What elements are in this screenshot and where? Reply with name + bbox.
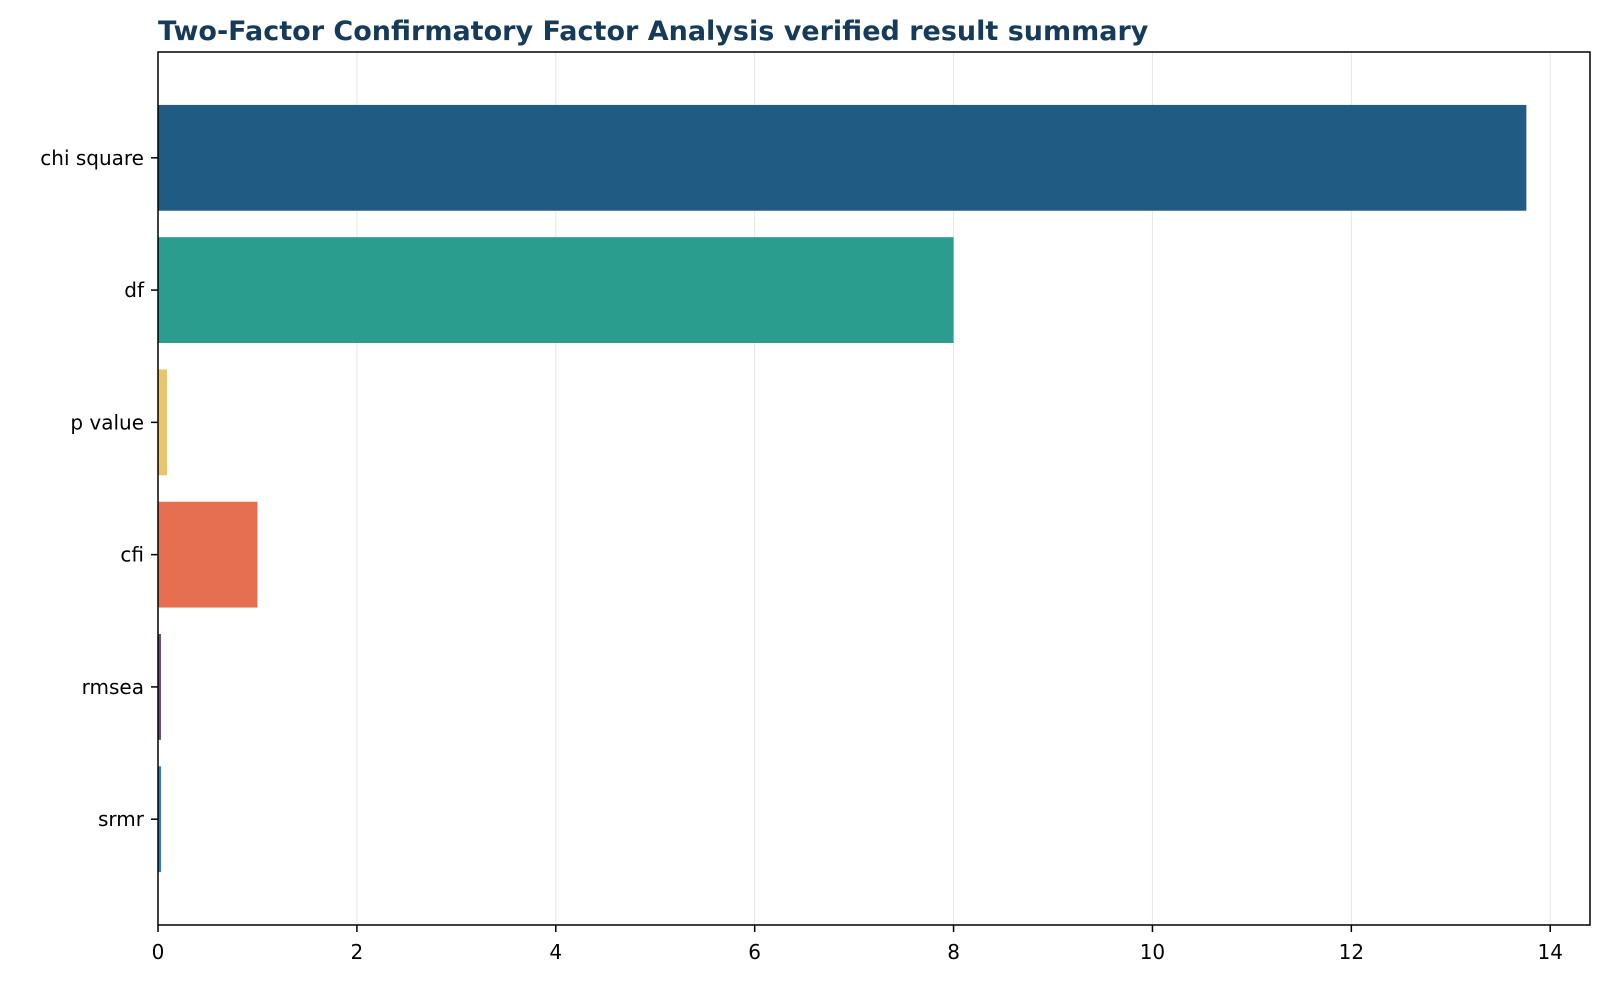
y-axis: chi square df p value cfi rmsea srmr <box>40 146 158 831</box>
chart-title: Two-Factor Confirmatory Factor Analysis … <box>158 16 1149 47</box>
y-tick-label: p value <box>70 410 144 434</box>
x-tick-label: 10 <box>1140 940 1165 964</box>
bar-chi-square <box>158 104 1527 211</box>
plot-frame <box>157 51 1591 926</box>
bars <box>158 104 1527 873</box>
bar-cfi <box>158 501 258 608</box>
y-tick-label: rmsea <box>82 675 144 699</box>
x-tick-label: 8 <box>947 940 960 964</box>
y-tick-label: chi square <box>40 146 144 170</box>
x-tick-label: 2 <box>351 940 364 964</box>
bar-rmsea <box>158 634 161 740</box>
x-tick-label: 0 <box>152 940 165 964</box>
y-tick-label: cfi <box>120 543 144 567</box>
bar-df <box>158 237 954 343</box>
x-axis: 0 2 4 6 8 10 12 14 <box>152 925 1563 964</box>
y-tick-label: df <box>124 278 145 302</box>
x-tick-label: 14 <box>1537 940 1562 964</box>
x-tick-label: 4 <box>549 940 562 964</box>
bar-p-value <box>158 369 167 476</box>
bar-srmr <box>158 766 161 873</box>
y-tick-label: srmr <box>98 807 145 831</box>
x-tick-label: 12 <box>1339 940 1364 964</box>
x-tick-label: 6 <box>748 940 761 964</box>
